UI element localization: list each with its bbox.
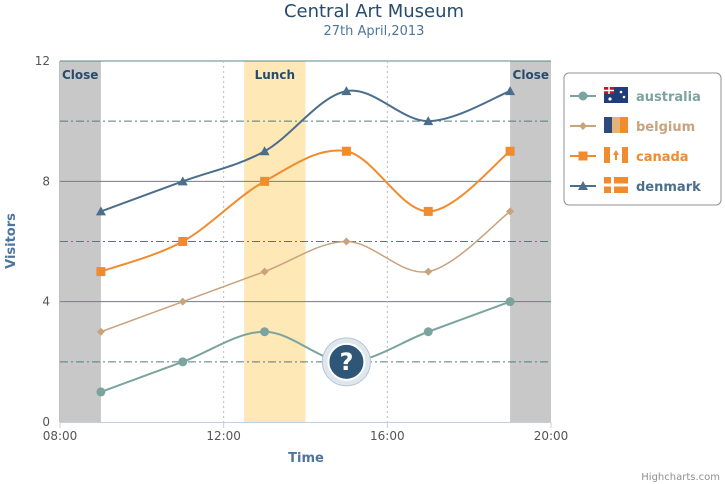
belgium-flag-icon xyxy=(604,117,628,133)
data-point-denmark-3 xyxy=(341,86,352,96)
x-axis-title: Time xyxy=(288,451,324,466)
canada-flag-icon xyxy=(604,147,628,163)
data-point-belgium-5 xyxy=(506,207,515,216)
series-line-belgium xyxy=(100,210,511,333)
legend: australia belgium canada denmark xyxy=(563,72,722,206)
data-point-denmark-1 xyxy=(177,176,188,186)
data-point-canada-0 xyxy=(96,267,106,277)
maple-leaf-icon xyxy=(613,150,619,160)
data-point-canada-1 xyxy=(178,237,188,246)
data-point-australia-4 xyxy=(423,327,433,337)
series-line-denmark xyxy=(100,89,511,213)
legend-marker-belgium xyxy=(579,122,587,130)
axes: 08:00 12:00 16:00 20:00 0 4 8 12 xyxy=(35,54,569,443)
data-point-denmark-4 xyxy=(423,116,434,126)
denmark-flag-icon xyxy=(604,177,628,193)
chart-title: Central Art Museum xyxy=(284,1,464,22)
question-icon-disc xyxy=(327,342,366,381)
x-tick-label-0: 08:00 xyxy=(43,429,78,443)
legend-marker-denmark xyxy=(578,181,588,190)
data-point-australia-1 xyxy=(178,357,188,367)
data-point-denmark-5 xyxy=(505,86,516,96)
flag-stripe-2 xyxy=(612,117,620,133)
legend-label-canada: canada xyxy=(636,150,689,165)
data-point-belgium-4 xyxy=(424,267,433,276)
data-point-belgium-1 xyxy=(178,297,187,306)
series-line-australia xyxy=(100,300,511,393)
data-point-australia-5 xyxy=(505,297,515,307)
legend-marker-australia xyxy=(578,91,588,101)
legend-item-canada[interactable]: canada xyxy=(570,147,689,165)
flag-stripe-3 xyxy=(620,117,628,133)
grid-lines xyxy=(60,60,551,422)
data-point-denmark-0 xyxy=(95,206,106,216)
x-tick-label-2: 16:00 xyxy=(370,429,405,443)
data-point-canada-4 xyxy=(423,206,433,216)
band-labels: Close Lunch Close xyxy=(62,68,549,82)
data-point-belgium-2 xyxy=(260,267,269,276)
x-tick-label-1: 12:00 xyxy=(206,429,241,443)
flag-stripe-1 xyxy=(604,117,612,133)
data-point-canada-5 xyxy=(505,146,515,156)
legend-marker-canada xyxy=(578,151,588,161)
plot-band-label-1: Lunch xyxy=(255,68,295,82)
data-point-canada-3 xyxy=(341,146,351,156)
legend-item-belgium[interactable]: belgium xyxy=(570,117,695,135)
y-tick-label-0: 0 xyxy=(42,415,50,429)
y-tick-label-1: 4 xyxy=(42,295,50,309)
data-point-canada-2 xyxy=(260,176,270,186)
flag-cross-h xyxy=(604,183,628,187)
flag-star-1 xyxy=(619,90,623,94)
legend-label-denmark: denmark xyxy=(636,180,701,195)
data-point-belgium-3 xyxy=(342,237,351,246)
flag-star-2 xyxy=(622,95,626,99)
flag-star-3 xyxy=(608,97,612,101)
y-tick-label-2: 8 xyxy=(42,174,50,188)
question-icon-glyph: ? xyxy=(339,348,353,376)
legend-item-denmark[interactable]: denmark xyxy=(570,177,701,195)
plot-band-label-2: Close xyxy=(513,68,549,82)
question-mark-icon: ? xyxy=(321,337,371,387)
data-point-australia-2 xyxy=(260,327,270,337)
credits-link[interactable]: Highcharts.com xyxy=(641,472,720,483)
australia-flag-icon xyxy=(604,87,628,103)
legend-label-australia: australia xyxy=(636,90,701,105)
y-axis-title: Visitors xyxy=(4,213,19,269)
data-point-australia-0 xyxy=(96,387,106,397)
legend-box xyxy=(563,72,722,206)
data-point-denmark-2 xyxy=(259,146,270,156)
legend-label-belgium: belgium xyxy=(636,120,695,135)
x-tick-label-3: 20:00 xyxy=(534,429,569,443)
annotation: ? xyxy=(321,337,371,387)
legend-item-australia[interactable]: australia xyxy=(570,87,701,105)
y-tick-label-3: 12 xyxy=(35,54,50,68)
data-point-belgium-0 xyxy=(96,327,105,336)
chart-subtitle: 27th April,2013 xyxy=(324,24,425,39)
plot-band-label-0: Close xyxy=(62,68,98,82)
